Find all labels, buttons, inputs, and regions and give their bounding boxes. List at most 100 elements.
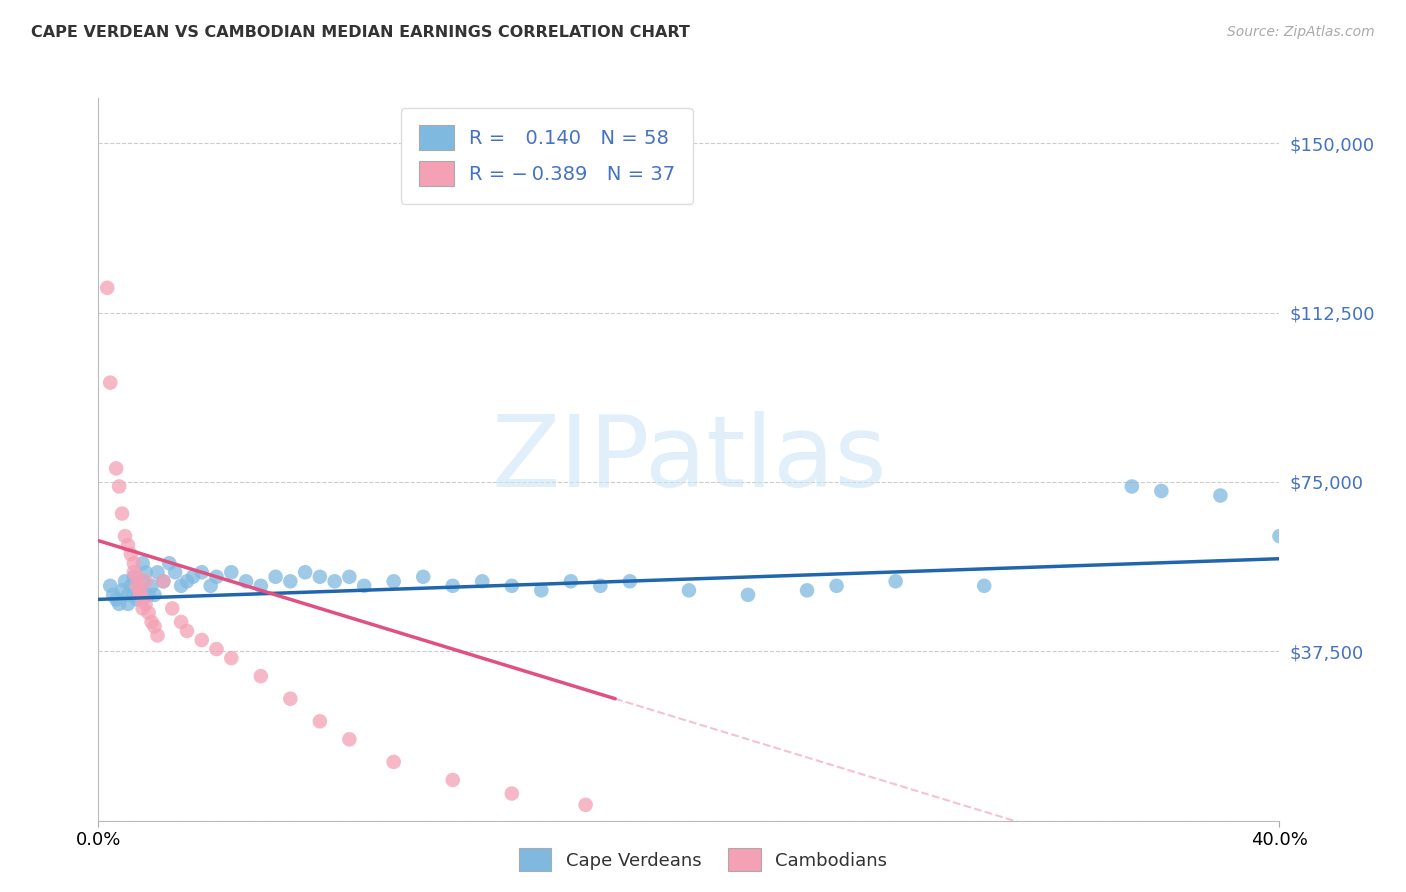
Point bbox=[339, 570, 361, 584]
Point bbox=[122, 566, 145, 580]
Point bbox=[530, 583, 553, 598]
Point bbox=[200, 579, 222, 593]
Point bbox=[309, 714, 332, 729]
Legend: Cape Verdeans, Cambodians: Cape Verdeans, Cambodians bbox=[512, 841, 894, 879]
Point bbox=[825, 579, 848, 593]
Point bbox=[280, 691, 302, 706]
Point bbox=[176, 624, 198, 638]
Point bbox=[382, 755, 405, 769]
Point bbox=[138, 588, 160, 602]
Point bbox=[619, 574, 641, 589]
Point bbox=[111, 583, 134, 598]
Point bbox=[309, 570, 332, 584]
Point bbox=[128, 583, 150, 598]
Point bbox=[264, 570, 287, 584]
Point bbox=[146, 566, 169, 580]
Point bbox=[176, 574, 198, 589]
Point bbox=[125, 592, 148, 607]
Point bbox=[973, 579, 995, 593]
Point bbox=[114, 574, 136, 589]
Text: Source: ZipAtlas.com: Source: ZipAtlas.com bbox=[1227, 25, 1375, 39]
Point bbox=[105, 461, 128, 475]
Point bbox=[221, 651, 243, 665]
Point bbox=[737, 588, 759, 602]
Point bbox=[132, 601, 155, 615]
Point bbox=[108, 597, 131, 611]
Point bbox=[138, 606, 160, 620]
Point bbox=[122, 556, 145, 570]
Point bbox=[143, 619, 166, 633]
Point bbox=[141, 579, 163, 593]
Point bbox=[132, 592, 155, 607]
Point bbox=[575, 797, 598, 812]
Point bbox=[191, 566, 214, 580]
Point bbox=[353, 579, 375, 593]
Point bbox=[128, 583, 150, 598]
Point bbox=[135, 566, 157, 580]
Legend: R =    0.140 N = 58, R = − 0.389 N = 37: R = 0.140 N = 58, R = − 0.389 N = 37 bbox=[401, 108, 693, 203]
Point bbox=[294, 566, 316, 580]
Point bbox=[96, 281, 118, 295]
Point bbox=[165, 566, 187, 580]
Point bbox=[323, 574, 346, 589]
Point bbox=[125, 570, 148, 584]
Point bbox=[501, 787, 523, 801]
Point bbox=[884, 574, 907, 589]
Point bbox=[132, 574, 155, 589]
Point bbox=[235, 574, 257, 589]
Point bbox=[108, 479, 131, 493]
Point bbox=[117, 588, 139, 602]
Point bbox=[143, 588, 166, 602]
Point bbox=[339, 732, 361, 747]
Point bbox=[1209, 489, 1232, 503]
Point bbox=[117, 597, 139, 611]
Point bbox=[796, 583, 818, 598]
Point bbox=[382, 574, 405, 589]
Point bbox=[191, 633, 214, 648]
Point bbox=[1121, 479, 1143, 493]
Point bbox=[441, 772, 464, 787]
Point bbox=[250, 669, 273, 683]
Point bbox=[98, 376, 121, 390]
Text: ZIPatlas: ZIPatlas bbox=[491, 411, 887, 508]
Point bbox=[181, 570, 204, 584]
Point bbox=[250, 579, 273, 593]
Point bbox=[205, 570, 228, 584]
Point bbox=[221, 566, 243, 580]
Point bbox=[170, 579, 193, 593]
Point bbox=[111, 507, 134, 521]
Point bbox=[280, 574, 302, 589]
Point bbox=[114, 529, 136, 543]
Point bbox=[1268, 529, 1291, 543]
Point bbox=[1150, 483, 1173, 498]
Point bbox=[122, 588, 145, 602]
Point bbox=[501, 579, 523, 593]
Point bbox=[103, 588, 125, 602]
Point bbox=[125, 579, 148, 593]
Point bbox=[98, 579, 121, 593]
Point bbox=[441, 579, 464, 593]
Text: CAPE VERDEAN VS CAMBODIAN MEDIAN EARNINGS CORRELATION CHART: CAPE VERDEAN VS CAMBODIAN MEDIAN EARNING… bbox=[31, 25, 690, 40]
Point bbox=[128, 588, 150, 602]
Point bbox=[132, 556, 155, 570]
Point bbox=[412, 570, 434, 584]
Point bbox=[135, 597, 157, 611]
Point bbox=[678, 583, 700, 598]
Point bbox=[162, 601, 183, 615]
Point bbox=[205, 642, 228, 657]
Point bbox=[122, 570, 145, 584]
Point bbox=[170, 615, 193, 629]
Point bbox=[120, 547, 142, 561]
Point bbox=[135, 574, 157, 589]
Point bbox=[560, 574, 582, 589]
Point bbox=[105, 592, 128, 607]
Point bbox=[141, 615, 163, 629]
Point bbox=[120, 579, 142, 593]
Point bbox=[146, 628, 169, 642]
Point bbox=[152, 574, 174, 589]
Point bbox=[157, 556, 180, 570]
Point bbox=[117, 538, 139, 552]
Point bbox=[152, 574, 174, 589]
Point bbox=[589, 579, 612, 593]
Point bbox=[471, 574, 494, 589]
